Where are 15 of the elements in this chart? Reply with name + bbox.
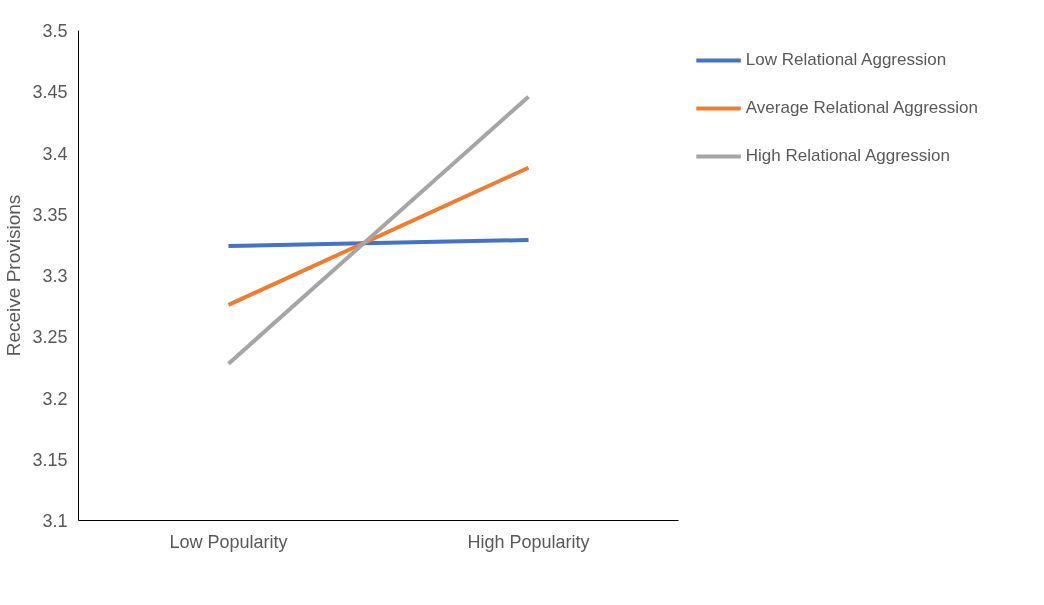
y-tick-label: 3.45 bbox=[32, 82, 68, 103]
y-tick-label: 3.5 bbox=[42, 21, 68, 41]
y-tick-label: 3.35 bbox=[32, 204, 68, 225]
legend-label: Low Relational Aggression bbox=[745, 50, 947, 70]
legend-label: High Relational Aggression bbox=[745, 146, 950, 166]
x-tick-label: High Popularity bbox=[467, 531, 590, 552]
y-axis-title: Receive Provisions bbox=[3, 194, 25, 357]
y-tick-label: 3.1 bbox=[42, 511, 68, 531]
y-tick-label: 3.3 bbox=[42, 266, 68, 286]
y-tick-label: 3.15 bbox=[32, 449, 68, 470]
legend-label: Average Relational Aggression bbox=[745, 98, 978, 118]
y-tick-label: 3.2 bbox=[42, 388, 68, 409]
y-tick-label: 3.25 bbox=[32, 327, 68, 348]
y-tick-label: 3.4 bbox=[42, 143, 68, 164]
x-tick-label: Low Popularity bbox=[169, 531, 288, 552]
